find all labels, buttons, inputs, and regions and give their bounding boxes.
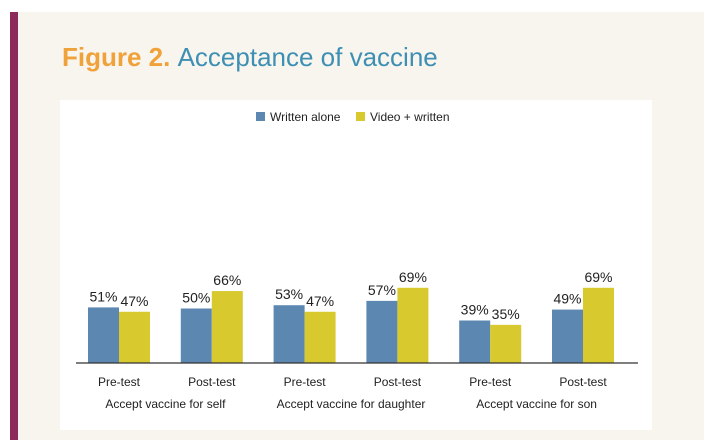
- bar-written-alone-3: [273, 305, 305, 363]
- data-label-written-alone-3: 53%: [275, 286, 303, 302]
- bar-written-alone-1: [88, 307, 119, 363]
- legend-label-2: Video + written: [370, 110, 450, 124]
- data-label-video-written-2: 66%: [213, 272, 241, 288]
- legend-swatch-1: [256, 112, 265, 121]
- category-label-5: Pre-test: [469, 375, 512, 389]
- bar-written-alone-4: [366, 300, 398, 363]
- group-label-3: Accept vaccine for son: [476, 397, 597, 411]
- category-label-3: Pre-test: [284, 375, 327, 389]
- data-label-video-written-5: 35%: [492, 306, 520, 322]
- legend-label-1: Written alone: [270, 110, 341, 124]
- category-label-4: Post-test: [374, 375, 422, 389]
- bar-video-written-3: [304, 311, 336, 363]
- group-label-1: Accept vaccine for self: [105, 397, 226, 411]
- data-label-video-written-4: 69%: [399, 269, 427, 285]
- bar-written-alone-5: [459, 320, 491, 363]
- chart-area: Written alone Video + written 51% 47% Pre-te…: [60, 100, 652, 430]
- data-label-written-alone-4: 57%: [368, 282, 396, 298]
- bar-video-written-5: [490, 324, 522, 363]
- bar-video-written-4: [397, 287, 429, 363]
- group-label-2: Accept vaccine for daughter: [277, 397, 426, 411]
- data-label-written-alone-5: 39%: [461, 301, 489, 317]
- data-label-video-written-1: 47%: [120, 293, 148, 309]
- data-label-written-alone-6: 49%: [553, 291, 581, 307]
- figure-label: Figure 2.: [62, 42, 171, 72]
- bar-written-alone-2: [180, 308, 212, 363]
- bar-written-alone-6: [552, 309, 583, 363]
- figure-title-text: Acceptance of vaccine: [177, 42, 438, 72]
- data-label-video-written-3: 47%: [306, 293, 334, 309]
- data-label-written-alone-2: 50%: [182, 290, 210, 306]
- figure-title: Figure 2. Acceptance of vaccine: [62, 40, 438, 74]
- bar-video-written-1: [119, 311, 150, 363]
- data-label-written-alone-1: 51%: [89, 288, 117, 304]
- category-label-1: Pre-test: [98, 375, 141, 389]
- category-label-6: Post-test: [559, 375, 607, 389]
- data-label-video-written-6: 69%: [584, 269, 612, 285]
- accent-bar: [10, 12, 18, 440]
- category-label-2: Post-test: [188, 375, 236, 389]
- bar-video-written-2: [211, 291, 243, 363]
- bar-video-written-6: [583, 287, 614, 363]
- legend-swatch-2: [356, 112, 365, 121]
